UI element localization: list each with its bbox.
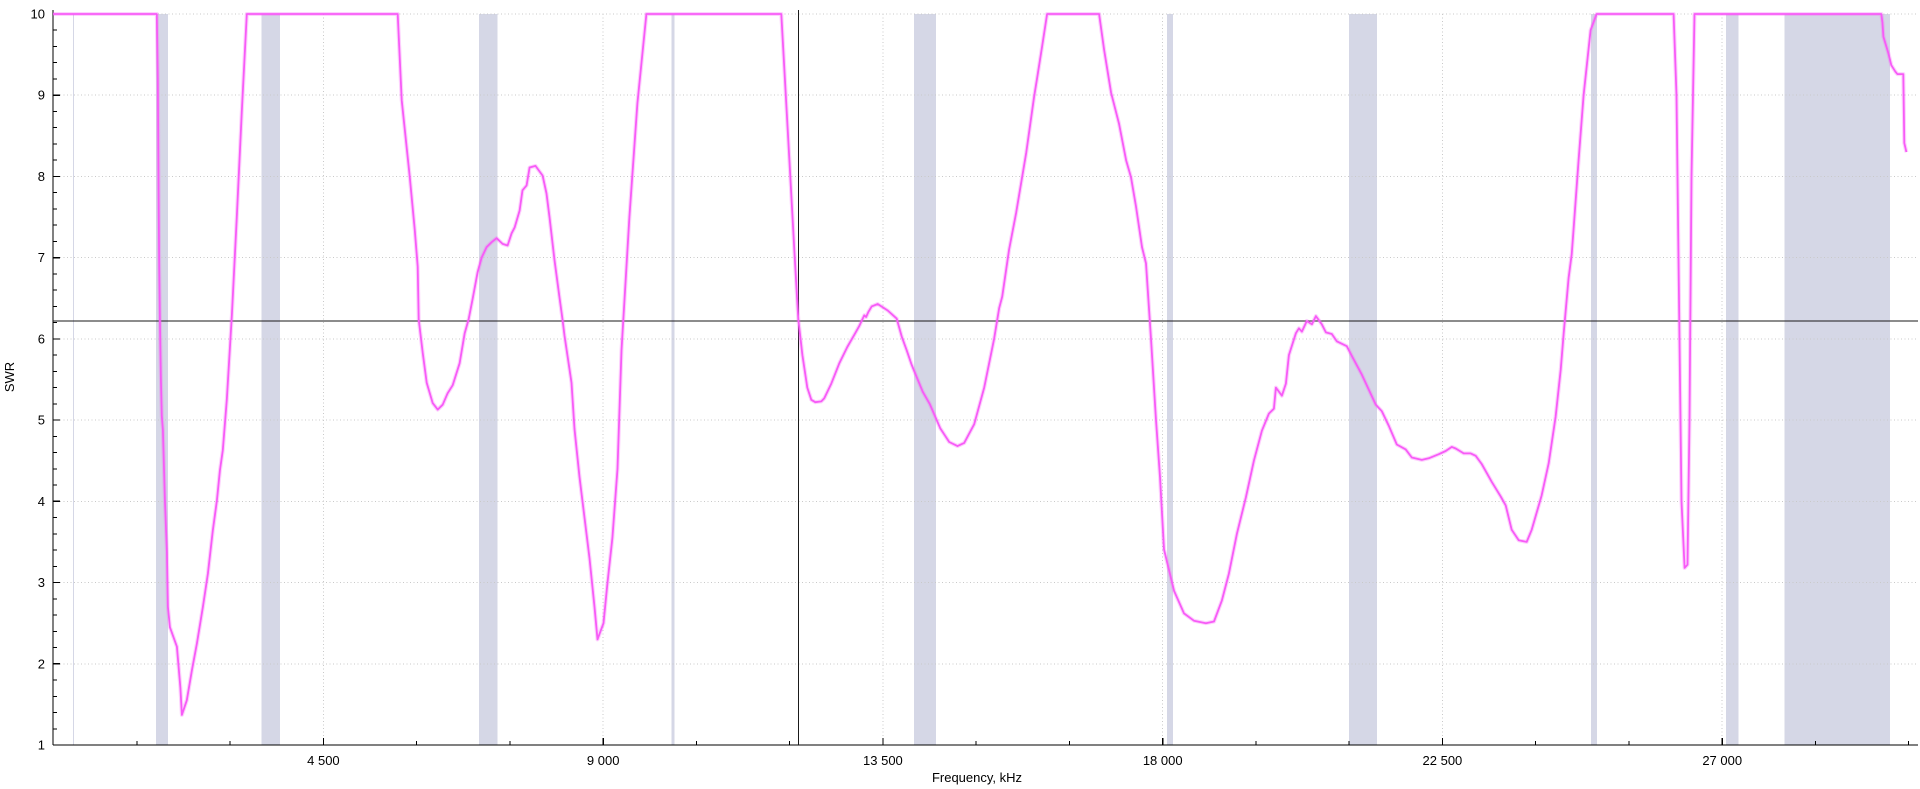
x-tick-label: 4 500 xyxy=(307,753,340,768)
y-tick-label: 8 xyxy=(38,169,45,184)
y-tick-label: 3 xyxy=(38,575,45,590)
y-tick-label: 10 xyxy=(31,7,45,22)
x-tick-label: 22 500 xyxy=(1423,753,1463,768)
y-tick-label: 4 xyxy=(38,494,45,509)
x-tick-label: 27 000 xyxy=(1702,753,1742,768)
y-tick-label: 6 xyxy=(38,331,45,346)
x-tick-label: 18 000 xyxy=(1143,753,1183,768)
x-tick-label: 13 500 xyxy=(863,753,903,768)
band-highlight xyxy=(1591,14,1598,745)
band-highlight xyxy=(73,14,74,745)
band-highlight xyxy=(1166,14,1174,745)
y-tick-label: 7 xyxy=(38,250,45,265)
x-axis-title: Frequency, kHz xyxy=(932,770,1022,785)
y-tick-label: 2 xyxy=(38,656,45,671)
band-highlight xyxy=(914,14,936,745)
swr-curve xyxy=(53,13,1908,716)
plot-area[interactable] xyxy=(53,14,1918,745)
y-axis-title: SWR xyxy=(2,362,17,392)
x-tick-label: 9 000 xyxy=(587,753,620,768)
band-highlight xyxy=(478,14,498,745)
band-highlight xyxy=(671,14,675,745)
y-tick-label: 1 xyxy=(38,738,45,753)
band-highlight xyxy=(1725,14,1739,745)
y-tick-label: 9 xyxy=(38,88,45,103)
band-highlight xyxy=(1784,14,1890,745)
band-highlight xyxy=(156,14,168,745)
y-tick-label: 5 xyxy=(38,413,45,428)
band-highlight xyxy=(261,14,280,745)
